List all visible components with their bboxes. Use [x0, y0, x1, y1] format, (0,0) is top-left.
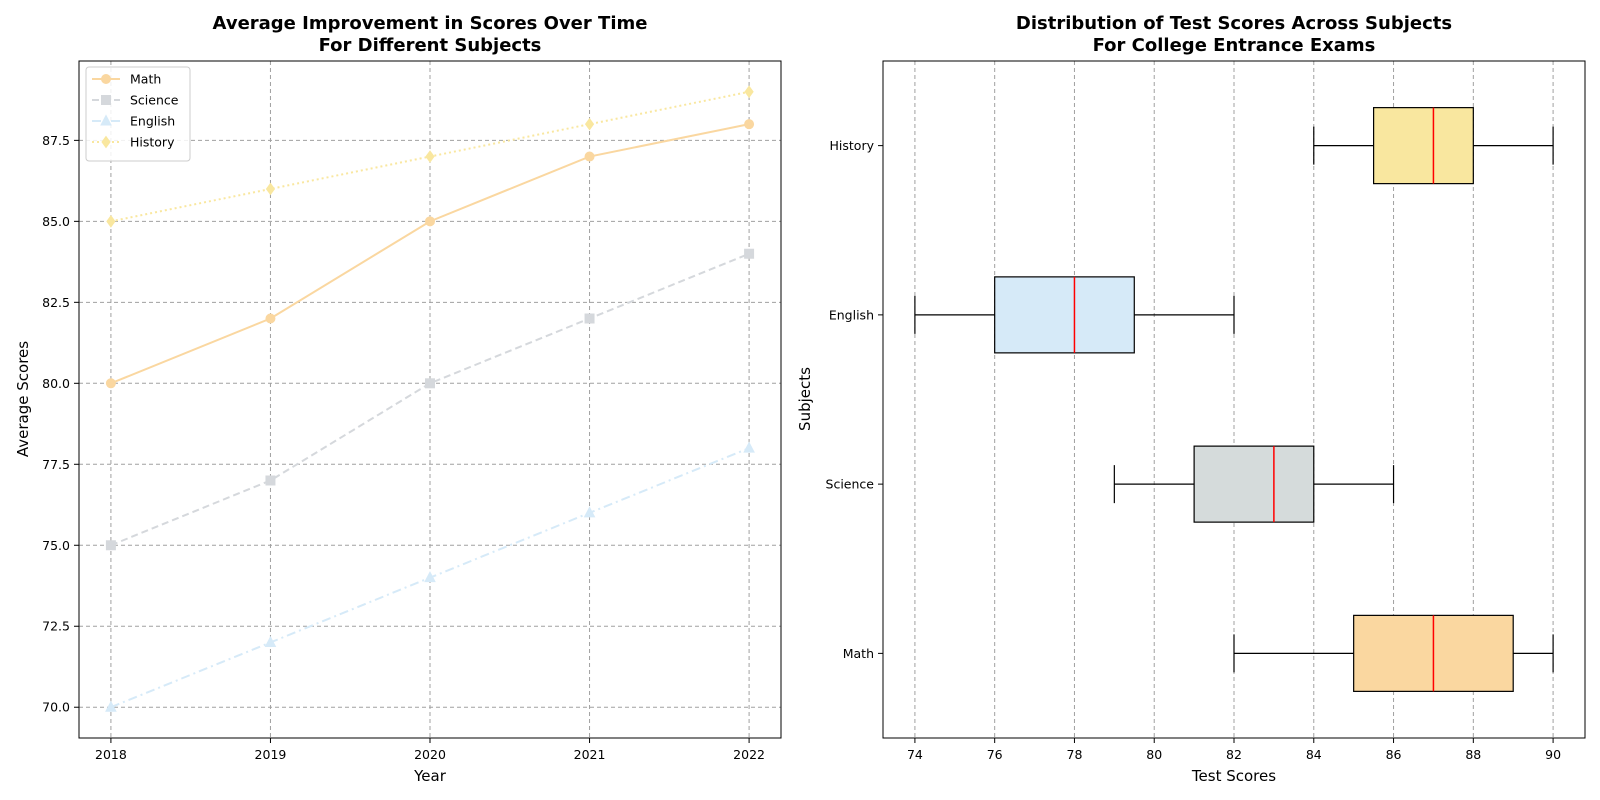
line-chart: Average Improvement in Scores Over Time …: [14, 13, 782, 785]
data-point-history: [425, 150, 435, 163]
box-chart-x-tick-label: 76: [987, 747, 1003, 762]
line-chart-y-tick-label: 87.5: [42, 133, 70, 148]
box-math: [1233, 614, 1554, 692]
line-chart-x-tick-label: 2018: [95, 747, 127, 762]
data-point-history: [584, 117, 595, 131]
legend-label-math: Math: [130, 72, 161, 87]
line-chart-x-label: Year: [413, 767, 447, 785]
data-point-english: [105, 700, 117, 712]
data-point-science: [584, 313, 595, 324]
legend-marker-science: [101, 95, 111, 105]
box-chart-y-tick-label: Science: [826, 477, 875, 492]
data-point-english: [424, 571, 436, 583]
box-chart-y-tick-label: Math: [843, 646, 874, 661]
data-point-english: [264, 635, 277, 647]
box-chart-x-tick-label: 84: [1306, 747, 1322, 762]
data-point-science: [425, 378, 435, 389]
box-chart-y-label: Subjects: [796, 367, 814, 431]
line-chart-x-tick-label: 2022: [733, 747, 765, 762]
box-science: [1113, 445, 1395, 523]
series-history: [106, 85, 754, 228]
iqr-box-english: [994, 276, 1135, 354]
data-point-science: [265, 475, 276, 486]
line-chart-y-tick-label: 82.5: [42, 295, 70, 310]
line-chart-x-tick-label: 2020: [414, 747, 446, 762]
legend-marker-history: [101, 135, 111, 149]
series-math: [105, 119, 755, 389]
series-english: [105, 441, 755, 712]
line-chart-x-tick-label: 2021: [574, 747, 606, 762]
data-point-math: [744, 119, 755, 130]
data-point-history: [744, 85, 754, 99]
data-point-history: [106, 214, 116, 228]
box-chart: Distribution of Test Scores Across Subje…: [796, 13, 1586, 785]
box-chart-x-tick-label: 78: [1067, 747, 1083, 762]
line-chart-x-tick-label: 2019: [255, 747, 287, 762]
legend-label-english: English: [130, 114, 175, 129]
legend-marker-english: [100, 114, 112, 126]
data-point-history: [265, 182, 276, 196]
series-science: [105, 248, 755, 551]
legend-label-science: Science: [130, 93, 179, 108]
box-chart-x-tick-label: 86: [1386, 747, 1402, 762]
data-point-math: [584, 151, 595, 162]
line-chart-y-tick-label: 70.0: [42, 700, 70, 715]
iqr-box-history: [1373, 107, 1474, 185]
line-chart-title-line1: Average Improvement in Scores Over Time: [213, 13, 648, 34]
series-line-science: [110, 252, 750, 547]
line-chart-frame: [78, 60, 782, 739]
box-chart-title-line2: For College Entrance Exams: [1093, 35, 1376, 56]
box-english: [914, 276, 1235, 354]
box-chart-frame: [882, 60, 1586, 739]
data-point-math: [265, 313, 276, 324]
box-chart-x-tick-label: 80: [1146, 747, 1162, 762]
line-chart-y-tick-label: 75.0: [42, 538, 70, 553]
line-chart-y-tick-label: 85.0: [42, 214, 70, 229]
line-chart-title-line2: For Different Subjects: [319, 35, 542, 56]
box-chart-y-tick-label: History: [830, 138, 875, 153]
box-chart-y-tick-label: English: [829, 307, 874, 322]
box-chart-x-label: Test Scores: [1191, 767, 1276, 785]
data-point-english: [743, 441, 755, 453]
legend-box: [85, 66, 191, 162]
box-chart-x-tick-label: 82: [1226, 747, 1242, 762]
iqr-box-science: [1193, 445, 1315, 523]
line-chart-y-tick-label: 72.5: [42, 619, 70, 634]
data-point-science: [744, 248, 755, 259]
line-chart-legend: Math Science English History: [85, 66, 191, 162]
data-point-math: [105, 378, 116, 389]
legend-label-history: History: [130, 135, 175, 150]
data-point-english: [583, 506, 596, 518]
line-chart-y-label: Average Scores: [14, 341, 32, 457]
box-history: [1313, 107, 1554, 185]
line-chart-y-tick-label: 80.0: [42, 376, 70, 391]
line-chart-y-tick-label: 77.5: [42, 457, 70, 472]
box-chart-title-line1: Distribution of Test Scores Across Subje…: [1016, 13, 1452, 34]
box-chart-x-tick-label: 90: [1545, 747, 1561, 762]
data-point-math: [425, 216, 435, 227]
box-chart-x-tick-label: 74: [907, 747, 923, 762]
box-chart-x-tick-label: 88: [1465, 747, 1481, 762]
legend-marker-math: [101, 74, 111, 84]
data-point-science: [105, 540, 116, 551]
